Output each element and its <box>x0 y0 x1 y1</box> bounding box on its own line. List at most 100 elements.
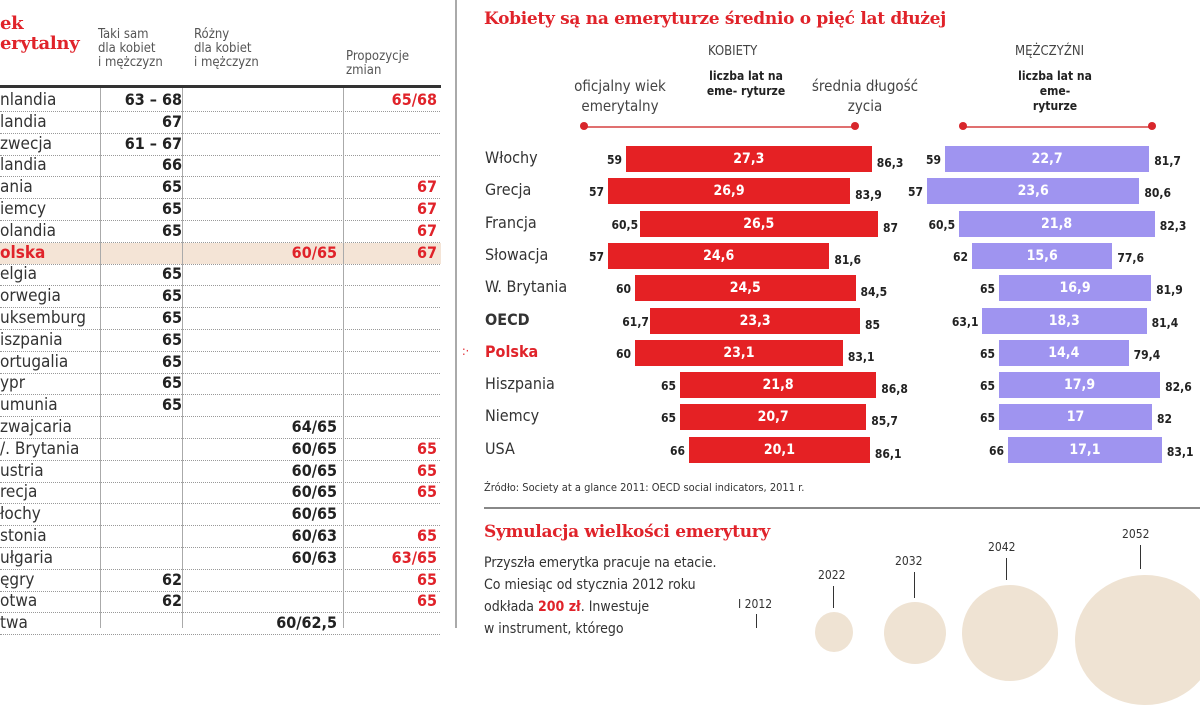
column-divider <box>182 88 183 628</box>
life-expectancy-value: 86,3 <box>876 156 904 170</box>
men-bar: 17,1 <box>1008 436 1162 463</box>
different-age-value: 60/63 <box>291 547 337 567</box>
row-separator <box>0 634 440 636</box>
men-life-expectancy-value: 81,4 <box>1151 315 1179 330</box>
row-separator <box>0 590 440 592</box>
same-age-value: 65 <box>161 329 182 349</box>
row-separator <box>0 198 440 200</box>
retirement-age-value: 60 <box>615 346 631 361</box>
row-separator <box>0 154 440 156</box>
simulation-title: Symulacja wielkości emerytury <box>484 522 770 542</box>
source-note: Źródło: Society at a glance 2011: OECD s… <box>484 481 805 494</box>
value-bubble <box>815 612 853 652</box>
proposal-value: 65 <box>416 591 437 611</box>
row-separator <box>0 394 440 396</box>
label-retirement-age: oficjalny wiek emerytalny <box>574 77 666 115</box>
proposal-value: 65 <box>416 569 437 589</box>
women-bar: 21,8 <box>680 372 877 399</box>
range-dot <box>959 122 967 130</box>
proposal-value: 65/68 <box>391 90 437 109</box>
column-divider <box>343 88 344 628</box>
row-separator <box>0 438 440 439</box>
same-age-value: 65 <box>161 373 182 393</box>
category-label: Hiszpania <box>485 374 555 394</box>
row-separator <box>0 329 440 330</box>
same-age-value: 65 <box>161 220 182 240</box>
men-life-expectancy-value: 79,4 <box>1133 347 1161 362</box>
table-row: landia 66 <box>0 155 441 176</box>
country-name: ułgaria <box>0 547 54 568</box>
life-expectancy-value: 83,9 <box>855 188 882 203</box>
group-label-women: KOBIETY <box>708 44 758 59</box>
retirement-age-value: 57 <box>588 249 604 264</box>
same-age-value: 65 <box>161 286 182 306</box>
life-expectancy-value: 81,6 <box>834 252 862 267</box>
women-bar: 27,3 <box>626 146 872 172</box>
men-bar: 17 <box>999 404 1152 431</box>
row-separator <box>0 220 440 221</box>
table-row: ustria 60/65 65 <box>0 461 441 482</box>
row-separator <box>0 416 440 418</box>
country-name: ustria <box>0 460 44 481</box>
men-retirement-age-value: 59 <box>925 153 941 167</box>
retirement-age-value: 60,5 <box>611 217 639 232</box>
men-life-expectancy-value: 83,1 <box>1166 444 1194 459</box>
country-name: nlandia <box>0 90 57 110</box>
table-row: zwajcaria 64/65 <box>0 417 441 438</box>
table-row: zwecja 61 – 67 <box>0 134 441 155</box>
different-age-value: 60/62,5 <box>276 613 337 633</box>
arrow-icon <box>1006 558 1007 580</box>
men-retirement-age-value: 60,5 <box>928 217 956 232</box>
country-name: ęgry <box>0 569 35 590</box>
country-name: otwa <box>0 591 38 612</box>
table-row: twa 60/62,5 <box>0 613 441 634</box>
category-label: Niemcy <box>485 406 540 426</box>
row-separator <box>0 350 440 352</box>
life-expectancy-value: 86,8 <box>881 382 908 397</box>
row-separator <box>0 503 440 505</box>
same-age-value: 65 <box>161 199 182 218</box>
header-proposals: Propozycje zmian <box>346 49 410 78</box>
men-retirement-age-value: 57 <box>907 185 923 200</box>
row-separator <box>0 459 440 461</box>
year-label: 2042 <box>988 540 1016 554</box>
value-bubble <box>884 602 946 664</box>
women-bar: 20,7 <box>680 404 867 431</box>
men-bar: 23,6 <box>927 178 1140 205</box>
same-age-value: 65 <box>161 308 182 327</box>
same-age-value: 62 <box>161 591 182 611</box>
label-life-expectancy: średnia długość zycia <box>811 77 919 115</box>
retirement-age-value: 66 <box>669 443 685 458</box>
men-retirement-age-value: 65 <box>979 379 995 394</box>
life-expectancy-value: 85,7 <box>871 414 898 429</box>
country-name: /. Brytania <box>0 438 80 459</box>
table-row: olandia 65 67 <box>0 221 441 242</box>
same-age-value: 63 – 68 <box>124 90 182 109</box>
row-separator <box>0 263 440 265</box>
table-row: otwa 62 65 <box>0 591 441 612</box>
women-bar: 24,5 <box>635 275 856 302</box>
proposal-value: 67 <box>416 242 437 262</box>
country-name: recja <box>0 482 38 503</box>
table-row: ułgaria 60/63 63/65 <box>0 548 441 569</box>
life-expectancy-value: 87 <box>883 220 899 235</box>
country-name: iemcy <box>0 199 47 219</box>
proposal-value: 67 <box>416 177 437 197</box>
men-retirement-age-value: 62 <box>952 249 968 264</box>
same-age-value: 65 <box>161 177 182 197</box>
same-age-value: 67 <box>161 111 182 131</box>
men-retirement-age-value: 65 <box>979 282 995 297</box>
table-row: ortugalia 65 <box>0 352 441 373</box>
men-life-expectancy-value: 77,6 <box>1117 250 1145 265</box>
women-bar: 20,1 <box>689 436 870 463</box>
range-dot <box>1148 122 1156 130</box>
different-age-value: 64/65 <box>291 417 337 436</box>
men-bar: 16,9 <box>999 275 1152 302</box>
men-retirement-age-value: 65 <box>979 346 995 361</box>
country-name: twa <box>0 613 28 634</box>
row-separator <box>0 372 440 374</box>
row-separator <box>0 612 440 614</box>
category-label: Polska <box>485 341 539 361</box>
life-expectancy-value: 85 <box>865 317 881 332</box>
proposal-value: 67 <box>416 220 437 240</box>
